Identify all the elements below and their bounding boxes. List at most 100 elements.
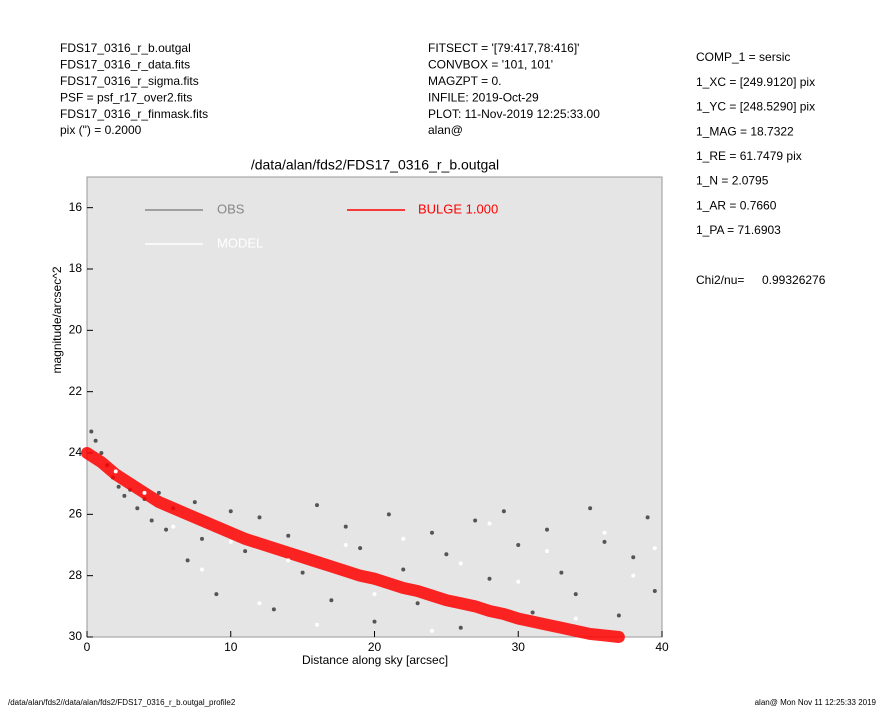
y-tick-label: 28 — [69, 568, 83, 582]
fit-parameter: 1_YC = [248.5290] pix — [696, 100, 815, 114]
data-point — [286, 533, 291, 538]
y-tick-label: 20 — [69, 323, 83, 337]
data-point — [573, 592, 578, 597]
data-point — [142, 490, 147, 495]
data-point — [343, 543, 348, 547]
x-tick-label: 30 — [512, 640, 526, 654]
data-point — [99, 451, 104, 455]
data-point — [228, 509, 233, 514]
data-point — [430, 628, 434, 633]
data-point — [401, 567, 406, 572]
fit-parameter: 1_MAG = 18.7322 — [696, 124, 794, 138]
fit-parameter: 1_AR = 0.7660 — [696, 198, 777, 212]
footer-path: /data/alan/fds2//data/alan/fds2/FDS17_03… — [8, 698, 236, 707]
data-point — [93, 438, 98, 443]
data-point — [122, 493, 127, 498]
fit-parameter: 1_RE = 61.7479 pix — [696, 149, 802, 163]
data-point — [89, 429, 94, 434]
data-point — [487, 576, 492, 581]
data-point — [343, 524, 348, 529]
data-point — [458, 561, 463, 566]
fit-parameter: COMP_1 = sersic — [696, 50, 790, 64]
chi2-label: Chi2/nu= — [696, 273, 744, 287]
data-point — [228, 539, 233, 544]
y-tick-label: 16 — [69, 200, 83, 214]
data-point — [329, 598, 334, 603]
data-point — [501, 509, 506, 514]
data-point — [257, 601, 262, 606]
y-tick-label: 18 — [69, 261, 83, 275]
data-point — [300, 570, 305, 575]
header-line: PSF = psf_r17_over2.fits — [60, 90, 192, 104]
header-line: FDS17_0316_r_data.fits — [60, 58, 190, 72]
header-line: PLOT: 11-Nov-2019 12:25:33.00 — [428, 107, 600, 121]
x-axis-label: Distance along sky [arcsec] — [302, 653, 448, 667]
x-tick-label: 0 — [84, 640, 91, 654]
data-point — [257, 515, 262, 520]
data-point — [444, 552, 449, 557]
data-point — [192, 500, 197, 505]
data-point — [286, 558, 291, 563]
data-point — [545, 549, 549, 554]
data-point — [415, 601, 420, 606]
data-point — [616, 613, 621, 618]
legend-label: MODEL — [217, 235, 263, 250]
chart-title: /data/alan/fds2/FDS17_0316_r_b.outgal — [251, 157, 499, 173]
data-point — [243, 549, 248, 554]
x-tick-label: 40 — [655, 640, 669, 654]
y-tick-label: 22 — [69, 384, 83, 398]
data-point — [652, 589, 657, 593]
footer-user: alan@ Mon Nov 11 12:25:33 2019 — [755, 698, 877, 707]
header-line: FDS17_0316_r_b.outgal — [60, 41, 191, 55]
header-line: FITSECT = '[79:417,78:416]' — [428, 41, 579, 55]
header-line: CONVBOX = '101, 101' — [428, 58, 553, 72]
data-point — [116, 484, 121, 489]
fit-parameter: 1_PA = 71.6903 — [696, 223, 781, 237]
header-line: FDS17_0316_r_sigma.fits — [60, 74, 199, 88]
header-line: alan@ — [428, 123, 463, 137]
data-point — [473, 518, 478, 523]
data-point — [113, 469, 118, 474]
data-point — [156, 490, 161, 495]
data-point — [458, 625, 463, 630]
data-point — [214, 592, 219, 597]
data-point — [602, 539, 607, 544]
y-tick-label: 24 — [69, 445, 83, 459]
fit-parameter: 1_N = 2.0795 — [696, 174, 769, 188]
data-point — [516, 543, 521, 547]
data-point — [200, 536, 204, 541]
y-tick-label: 26 — [69, 507, 83, 521]
bulge-band — [81, 447, 625, 643]
legend-label: BULGE 1.000 — [418, 201, 498, 216]
header-line: pix (") = 0.2000 — [60, 123, 142, 137]
data-point — [372, 592, 377, 597]
data-point — [171, 524, 176, 529]
data-point — [487, 521, 492, 526]
data-point — [652, 546, 657, 551]
data-point — [164, 527, 169, 532]
data-point — [573, 616, 578, 621]
data-point — [516, 579, 521, 584]
data-point — [315, 622, 319, 627]
y-axis-label: magnitude/arcsec^2 — [50, 266, 64, 373]
data-point — [149, 518, 154, 523]
data-point — [401, 536, 406, 541]
data-point — [185, 558, 190, 563]
data-point — [271, 607, 276, 612]
data-point — [135, 506, 140, 511]
data-point — [430, 530, 434, 535]
data-point — [200, 567, 204, 572]
fit-parameter: 1_XC = [249.9120] pix — [696, 75, 815, 89]
header-line: FDS17_0316_r_finmask.fits — [60, 107, 208, 121]
data-point — [645, 515, 650, 520]
data-point — [631, 573, 636, 578]
chi2-value: 0.99326276 — [762, 273, 826, 287]
y-tick-label: 30 — [69, 629, 83, 643]
data-point — [559, 570, 564, 575]
x-tick-label: 20 — [368, 640, 382, 654]
x-tick-label: 10 — [224, 640, 238, 654]
legend-label: OBS — [217, 201, 245, 216]
header-line: MAGZPT = 0. — [428, 74, 501, 88]
data-point — [358, 546, 363, 551]
